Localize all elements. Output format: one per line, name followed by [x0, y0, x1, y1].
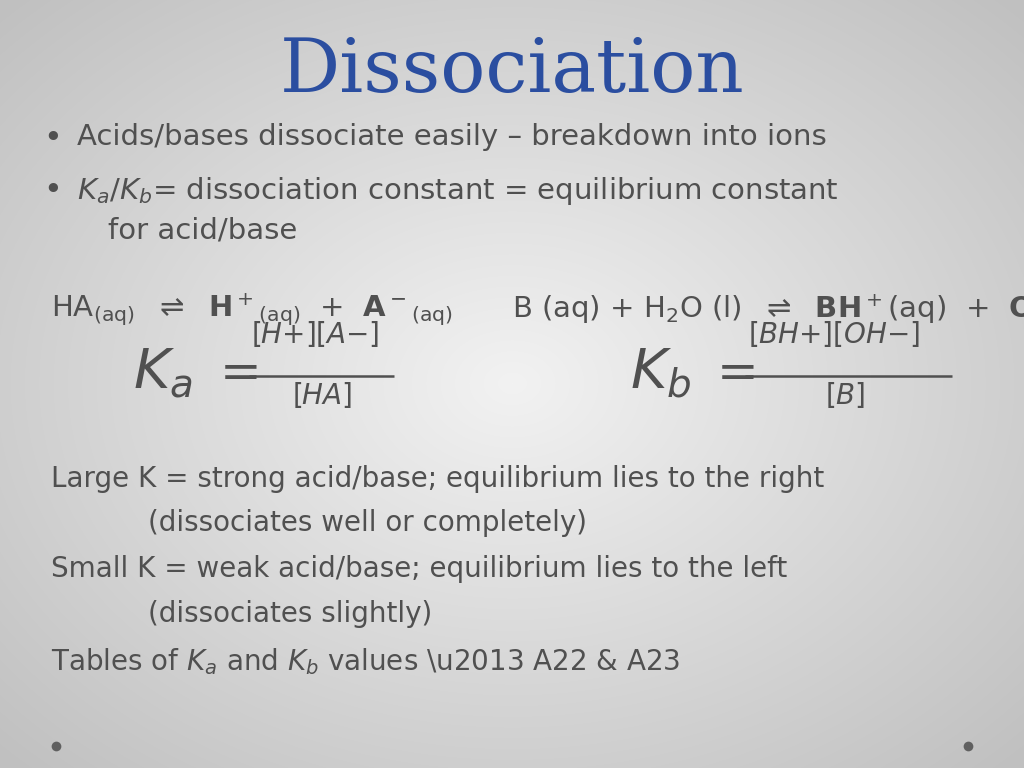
Text: •: • — [43, 175, 61, 206]
Text: Acids/bases dissociate easily – breakdown into ions: Acids/bases dissociate easily – breakdow… — [77, 123, 826, 151]
Text: $=$: $=$ — [210, 349, 258, 396]
Text: $[H{+}][A{-}]$: $[H{+}][A{-}]$ — [251, 319, 379, 349]
Text: $K_a$: $K_a$ — [133, 346, 193, 399]
Text: Dissociation: Dissociation — [280, 35, 744, 108]
Text: (dissociates well or completely): (dissociates well or completely) — [148, 509, 588, 537]
Text: $K_b$: $K_b$ — [630, 346, 691, 399]
Text: $[HA]$: $[HA]$ — [292, 380, 352, 410]
Text: for acid/base: for acid/base — [108, 217, 297, 244]
Text: Tables of $K_a$ and $K_b$ values \u2013 A22 & A23: Tables of $K_a$ and $K_b$ values \u2013 … — [51, 646, 681, 677]
Text: B (aq) + H$_2$O (l)  $\rightleftharpoons$  $\mathbf{BH}$$^+$(aq)  +  $\mathbf{OH: B (aq) + H$_2$O (l) $\rightleftharpoons$… — [512, 292, 1024, 326]
Text: Large K = strong acid/base; equilibrium lies to the right: Large K = strong acid/base; equilibrium … — [51, 465, 824, 492]
Text: $K_a$/$K_b$= dissociation constant = equilibrium constant: $K_a$/$K_b$= dissociation constant = equ… — [77, 175, 839, 207]
Text: Small K = weak acid/base; equilibrium lies to the left: Small K = weak acid/base; equilibrium li… — [51, 555, 787, 583]
Text: •: • — [43, 123, 61, 154]
Text: $=$: $=$ — [707, 349, 755, 396]
Text: HA$_{\rm(aq)}$  $\rightleftharpoons$  $\mathbf{H}$$^+$$_{\rm(aq)}$  +  $\mathbf{: HA$_{\rm(aq)}$ $\rightleftharpoons$ $\ma… — [51, 292, 453, 328]
Text: $[B]$: $[B]$ — [825, 380, 865, 410]
Text: (dissociates slightly): (dissociates slightly) — [148, 600, 433, 627]
Text: $[BH{+}][OH{-}]$: $[BH{+}][OH{-}]$ — [748, 319, 920, 349]
